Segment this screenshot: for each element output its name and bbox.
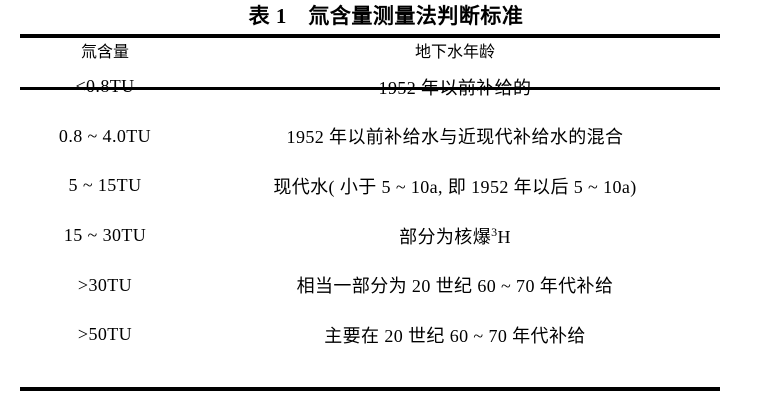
table-row: 5 ~ 15TU 现代水( 小于 5 ~ 10a, 即 1952 年以后 5 ~… <box>20 161 720 211</box>
cell-tritium-content: 5 ~ 15TU <box>68 175 142 196</box>
cell-groundwater-age: 相当一部分为 20 世纪 60 ~ 70 年代补给 <box>190 260 720 310</box>
cell-tritium-content: 15 ~ 30TU <box>63 225 147 246</box>
criteria-table: 氚含量 地下水年龄 <0.8TU 1952 年以前补给的 0.8 ~ 4.0TU… <box>20 38 720 360</box>
cell-tritium-content: >30TU <box>77 274 133 295</box>
cell-age-tail: H <box>497 226 511 247</box>
cell-groundwater-age: 部分为核爆3H <box>190 211 720 261</box>
table-top-rule <box>20 34 720 38</box>
table-header-row: 氚含量 地下水年龄 <box>20 38 720 62</box>
cell-tritium-content: 0.8 ~ 4.0TU <box>58 125 152 146</box>
cell-age-text: 相当一部分为 20 世纪 60 ~ 70 年代补给 <box>296 276 614 297</box>
table-row: 15 ~ 30TU 部分为核爆3H <box>20 211 720 261</box>
table-row: >30TU 相当一部分为 20 世纪 60 ~ 70 年代补给 <box>20 260 720 310</box>
table-row: <0.8TU 1952 年以前补给的 <box>20 62 720 112</box>
table-header-rule <box>20 87 720 90</box>
cell-tritium-content: <0.8TU <box>75 76 135 97</box>
cell-age-text: 现代水( 小于 5 ~ 10a, 即 1952 年以后 5 ~ 10a) <box>273 176 637 197</box>
column-header-groundwater-age: 地下水年龄 <box>414 44 495 61</box>
cell-age-text: 部分为核爆 <box>399 226 492 247</box>
cell-age-superscript: 3 <box>491 224 498 239</box>
cell-age-text: 主要在 20 世纪 60 ~ 70 年代补给 <box>324 325 586 346</box>
column-header-tritium-content: 氚含量 <box>80 44 129 61</box>
table-bottom-rule <box>20 387 720 391</box>
cell-age-text: 1952 年以前补给的 <box>378 77 532 98</box>
cell-groundwater-age: 现代水( 小于 5 ~ 10a, 即 1952 年以后 5 ~ 10a) <box>190 161 720 211</box>
cell-groundwater-age: 主要在 20 世纪 60 ~ 70 年代补给 <box>190 310 720 360</box>
cell-groundwater-age: 1952 年以前补给水与近现代补给水的混合 <box>190 112 720 162</box>
table-row: 0.8 ~ 4.0TU 1952 年以前补给水与近现代补给水的混合 <box>20 112 720 162</box>
cell-age-text: 1952 年以前补给水与近现代补给水的混合 <box>286 127 624 148</box>
cell-groundwater-age: 1952 年以前补给的 <box>190 62 720 112</box>
cell-tritium-content: >50TU <box>77 324 133 345</box>
table-row: >50TU 主要在 20 世纪 60 ~ 70 年代补给 <box>20 310 720 360</box>
page-title: 表 1 氚含量测量法判断标准 <box>248 4 524 28</box>
